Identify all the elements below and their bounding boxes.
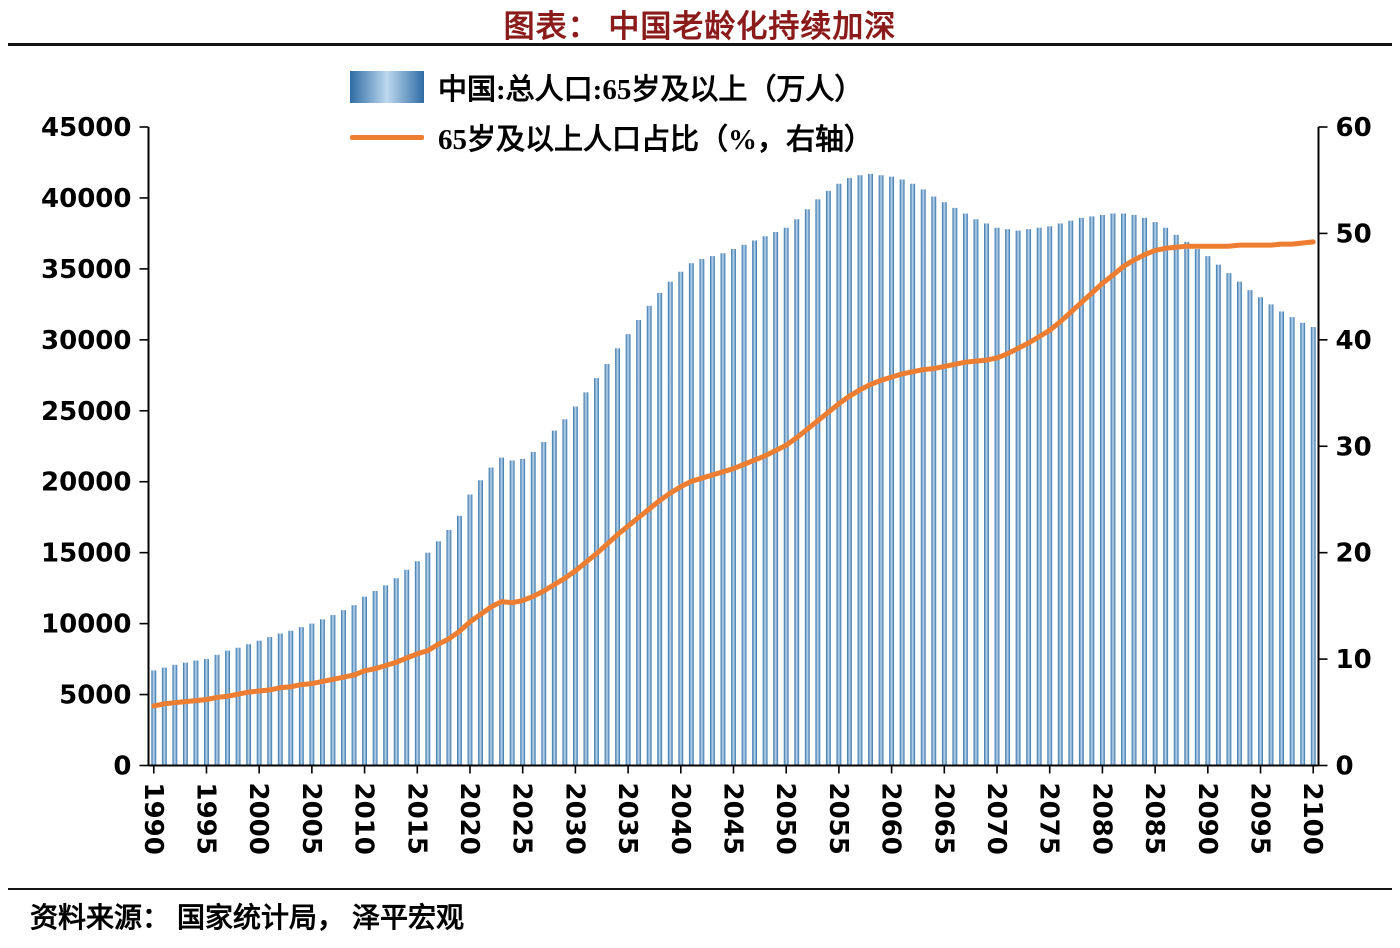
svg-text:50: 50	[1336, 219, 1372, 249]
svg-text:30000: 30000	[41, 326, 131, 356]
legend-label-bar-series: 中国:总人口:65岁及以上（万人）	[438, 74, 864, 106]
svg-text:1990: 1990	[138, 783, 168, 855]
source-note: 资料来源： 国家统计局， 泽平宏观	[30, 903, 465, 934]
svg-text:2055: 2055	[823, 783, 853, 855]
svg-text:2000: 2000	[243, 783, 273, 855]
svg-text:2050: 2050	[770, 783, 800, 855]
svg-text:40: 40	[1336, 326, 1372, 356]
svg-text:40000: 40000	[41, 184, 131, 214]
svg-text:20000: 20000	[41, 468, 131, 498]
svg-text:35000: 35000	[41, 255, 131, 285]
svg-text:2060: 2060	[876, 783, 906, 855]
svg-text:0: 0	[1336, 752, 1354, 782]
legend-item-bar-series: 中国:总人口:65岁及以上（万人）	[350, 66, 873, 108]
svg-text:5000: 5000	[59, 681, 131, 711]
svg-text:25000: 25000	[41, 397, 131, 427]
svg-text:15000: 15000	[41, 539, 131, 569]
svg-text:2015: 2015	[401, 783, 431, 855]
svg-text:2035: 2035	[612, 783, 642, 855]
legend-label-line-series: 65岁及以上人口占比（%，右轴）	[438, 124, 874, 156]
svg-text:20: 20	[1336, 539, 1372, 569]
bar-series	[151, 173, 1316, 766]
svg-text:1995: 1995	[190, 783, 220, 855]
svg-text:2030: 2030	[559, 783, 589, 855]
svg-text:45000: 45000	[41, 113, 131, 143]
svg-text:2075: 2075	[1034, 783, 1064, 855]
axes: 0500010000150002000025000300003500040000…	[41, 113, 1372, 855]
legend-item-line-series: 65岁及以上人口占比（%，右轴）	[350, 116, 873, 158]
svg-text:2045: 2045	[718, 783, 748, 855]
svg-text:60: 60	[1336, 113, 1372, 143]
svg-text:30: 30	[1336, 432, 1372, 462]
svg-text:2025: 2025	[507, 783, 537, 855]
svg-text:10000: 10000	[41, 610, 131, 640]
line-series	[151, 239, 1316, 709]
line-series-swatch-icon	[350, 134, 424, 140]
svg-text:2020: 2020	[454, 783, 484, 855]
svg-text:2085: 2085	[1139, 783, 1169, 855]
svg-text:0: 0	[113, 752, 131, 782]
svg-text:2100: 2100	[1297, 783, 1327, 855]
page-title: 图表： 中国老龄化持续加深	[503, 9, 897, 44]
svg-text:2095: 2095	[1245, 783, 1275, 855]
svg-text:2090: 2090	[1192, 783, 1222, 855]
title-divider	[8, 43, 1392, 46]
svg-text:2065: 2065	[928, 783, 958, 855]
bar-series-swatch-icon	[350, 71, 424, 103]
svg-text:2005: 2005	[296, 783, 326, 855]
source-divider	[8, 888, 1392, 890]
legend: 中国:总人口:65岁及以上（万人） 65岁及以上人口占比（%，右轴）	[350, 66, 873, 166]
svg-text:2070: 2070	[981, 783, 1011, 855]
svg-text:2010: 2010	[349, 783, 379, 855]
svg-text:2040: 2040	[665, 783, 695, 855]
svg-text:2080: 2080	[1086, 783, 1116, 855]
svg-text:10: 10	[1336, 645, 1372, 675]
